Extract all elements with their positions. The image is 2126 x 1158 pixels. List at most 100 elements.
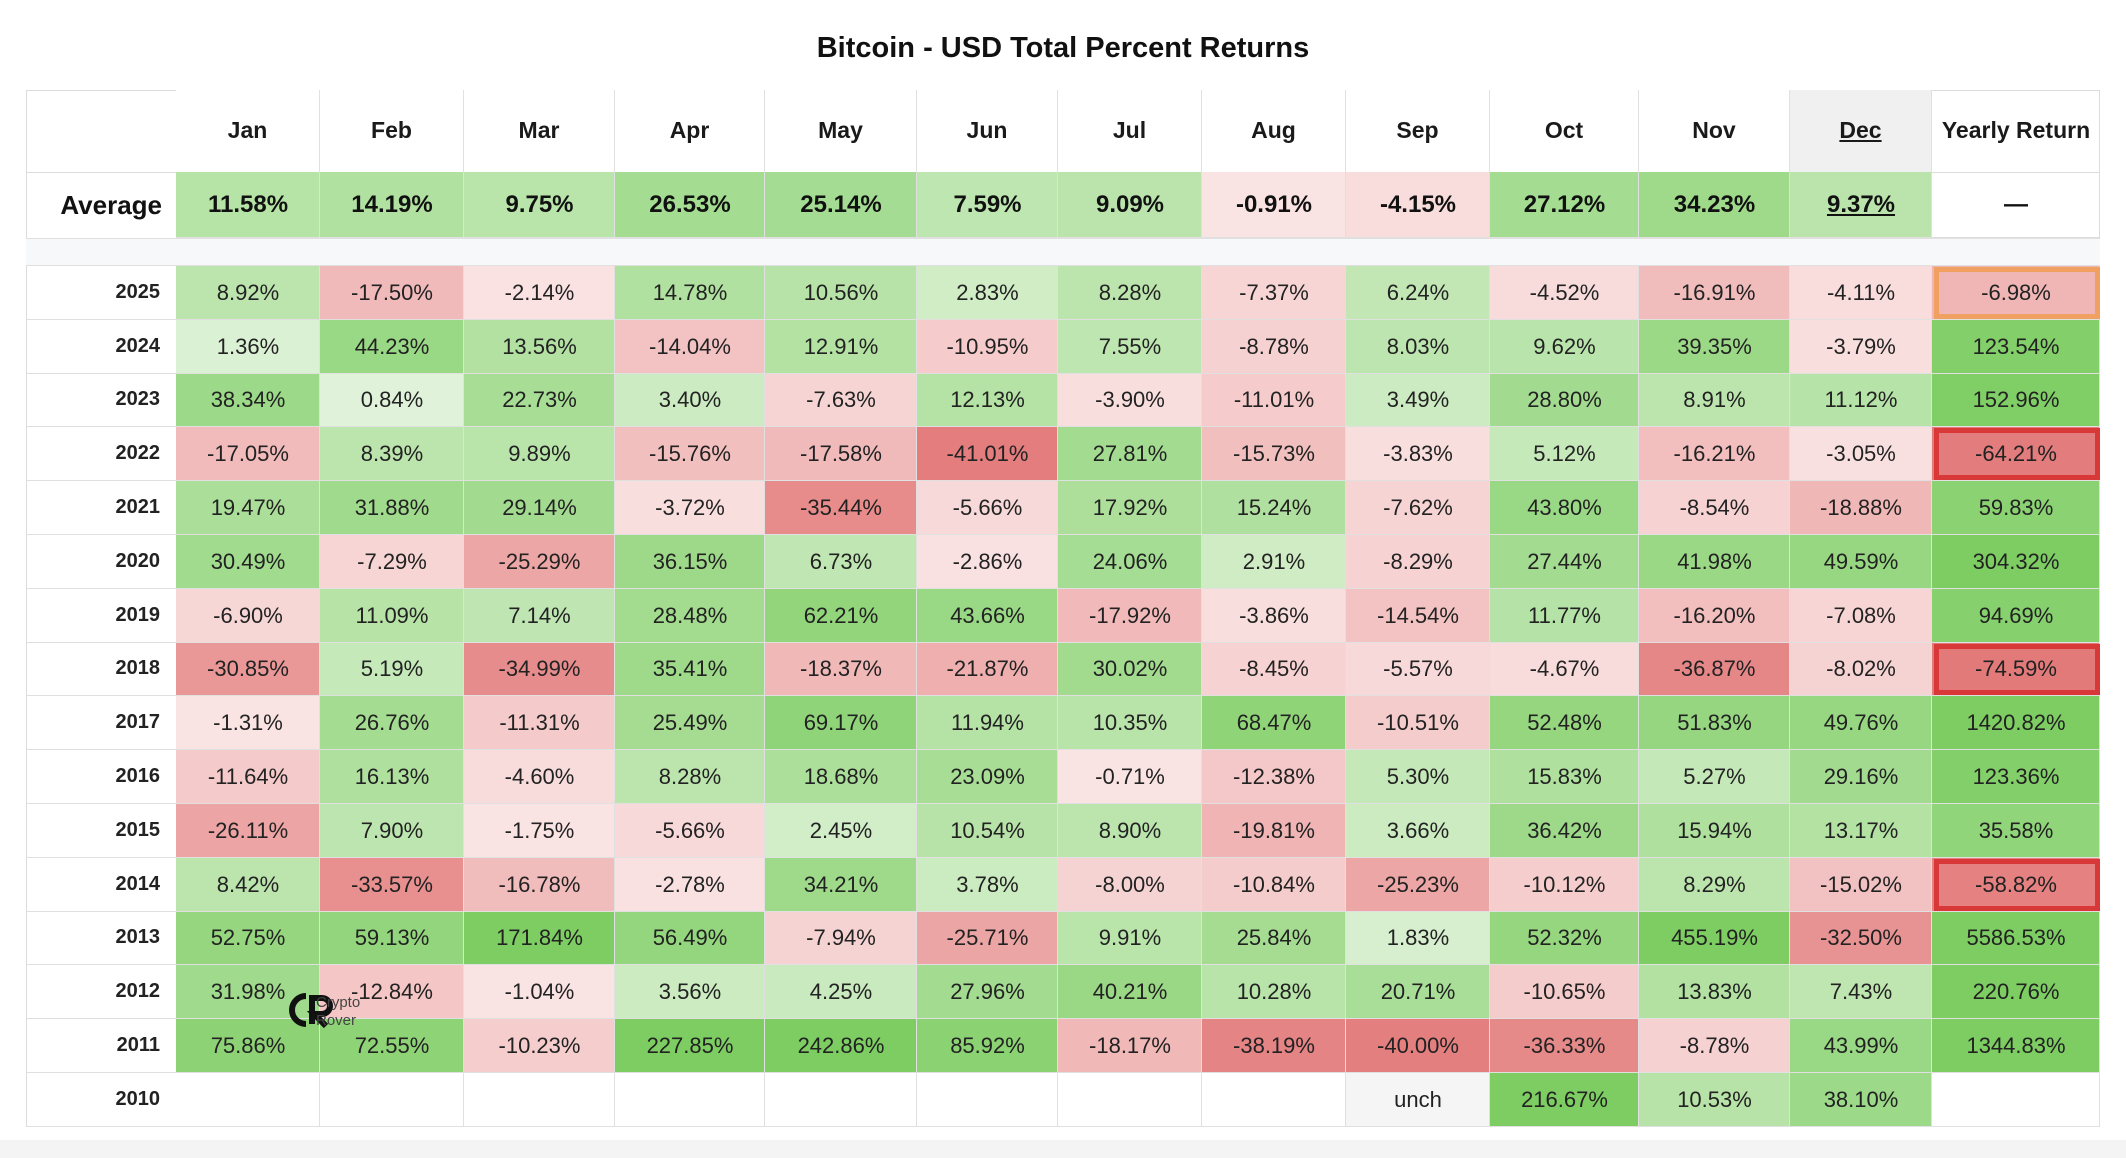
yearly-cell-2011 [1932,1019,2100,1073]
cell-value-2014-oct: -10.12% [1523,871,1606,897]
heatmap-cell-2019-apr [615,588,765,643]
heatmap-cell-2023-oct [1490,373,1639,428]
cell-value-2020-may: 6.73% [809,548,873,574]
cell-value-2023-aug: -11.01% [1233,387,1315,413]
heatmap-cell-2014-aug [1202,857,1346,912]
heatmap-cell-2012-jul [1058,965,1202,1020]
heatmap-cell-2014-may [765,857,917,912]
heatmap-cell-2015-nov [1639,804,1790,858]
yearly-value-2018: -74.59% [1975,656,2057,682]
average-value-jul: 9.09% [1095,191,1165,218]
heatmap-cell-2018-sep [1346,642,1490,697]
cell-value-2012-mar: -1.04% [504,979,575,1005]
heatmap-cell-2011-feb [320,1019,464,1073]
cell-value-2024-aug: -8.78% [1239,333,1309,359]
yearly-value-2015: 35.58% [1978,817,2054,843]
heatmap-cell-2017-apr [615,696,765,751]
heatmap-cell-2025-dec [1790,266,1932,320]
heatmap-cell-2018-jun [917,642,1058,697]
heatmap-cell-2010-dec [1790,1073,1932,1127]
heatmap-cell-2010-nov [1639,1073,1790,1127]
heatmap-cell-2024-apr [615,319,765,374]
cell-value-2011-sep: -40.00% [1377,1033,1459,1059]
heatmap-cell-2013-aug [1202,911,1346,966]
cell-value-2020-jan: 30.49% [210,548,286,574]
heatmap-cell-2017-jan [176,696,320,751]
cell-value-2011-jul: -18.17% [1089,1033,1171,1059]
column-header-jan: Jan [176,90,320,172]
average-value-feb: 14.19% [351,191,433,218]
cell-value-2013-may: -7.94% [806,925,876,951]
heatmap-cell-2024-aug [1202,319,1346,374]
heatmap-cell-2018-may [765,642,917,697]
cell-value-2011-jun: 85.92% [950,1033,1025,1059]
cell-value-2017-mar: -11.31% [499,710,580,736]
heatmap-cell-2013-mar [464,911,615,966]
cell-value-2019-feb: 11.09% [355,602,429,628]
cell-value-2018-sep: -5.57% [1383,656,1453,682]
heatmap-cell-2021-aug [1202,481,1346,535]
cell-value-2014-mar: -16.78% [498,871,581,897]
heatmap-cell-2012-sep [1346,965,1490,1020]
heatmap-cell-2021-sep [1346,481,1490,535]
heatmap-cell-2013-feb [320,911,464,966]
cell-value-2013-mar: 171.84% [496,925,583,951]
cell-value-2020-mar: -25.29% [498,548,581,574]
cell-value-2017-feb: 26.76% [354,710,430,736]
average-row-label: Average [26,172,176,238]
heatmap-cell-2023-jul [1058,373,1202,428]
heatmap-cell-2019-jul [1058,588,1202,643]
average-value-jun: 7.59% [953,191,1022,218]
cell-value-2010-nov: 10.53% [1677,1086,1752,1112]
cell-value-2014-aug: -10.84% [1233,871,1315,897]
heatmap-cell-2011-aug [1202,1019,1346,1073]
cell-value-2012-oct: -10.65% [1523,979,1606,1005]
average-value-oct: 27.12% [1523,191,1606,218]
heatmap-cell-2016-jul [1058,750,1202,804]
average-cell-bg [464,172,615,238]
yearly-value-2021: 59.83% [1978,495,2054,521]
heatmap-cell-2025-jun [917,266,1058,320]
yearly-value-2024: 123.54% [1972,333,2060,359]
heatmap-cell-2015-mar [464,804,615,858]
heatmap-cell-2015-dec [1790,804,1932,858]
column-header-may: May [765,90,917,172]
year-label-2011: 2011 [26,1019,176,1073]
year-label-2017: 2017 [26,696,176,751]
year-label-2021: 2021 [26,481,176,535]
bottom-bar [0,1140,2126,1158]
heatmap-cell-2011-dec [1790,1019,1932,1073]
cell-value-2024-oct: 9.62% [1533,333,1596,359]
cell-value-2025-apr: 14.78% [652,279,728,305]
column-header-feb: Feb [320,90,464,172]
cell-value-2019-mar: 7.14% [508,602,571,628]
cell-value-2018-aug: -8.45% [1239,656,1309,682]
cell-value-2017-nov: 51.83% [1677,710,1752,736]
heatmap-cell-2018-nov [1639,642,1790,697]
heatmap-cell-2012-mar [464,965,615,1020]
heatmap-cell-2022-mar [464,427,615,482]
cell-value-2013-feb: 59.13% [354,925,430,951]
year-label-2013: 2013 [26,912,176,966]
heatmap-cell-2010-may [765,1073,917,1127]
yearly-cell-2019 [1932,588,2100,643]
yearly-cell-2016 [1932,750,2100,804]
cell-value-2016-oct: 15.83% [1527,764,1602,790]
cell-value-2014-feb: -33.57% [351,871,433,897]
heatmap-cell-2017-mar [464,696,615,751]
heatmap-cell-2018-oct [1490,642,1639,697]
cell-value-2019-aug: -3.86% [1239,602,1309,628]
heatmap-cell-2016-dec [1790,750,1932,804]
heatmap-cell-2016-jun [917,750,1058,804]
heatmap-cell-2013-jul [1058,911,1202,966]
cell-value-2024-nov: 39.35% [1677,333,1752,359]
column-header-dec[interactable]: Dec [1790,90,1932,172]
heatmap-cell-2022-jun [917,427,1058,482]
cell-value-2023-may: -7.63% [806,387,876,413]
heatmap-cell-2013-nov [1639,911,1790,966]
heatmap-cell-2012-dec [1790,965,1932,1020]
average-value-dec: 9.37% [1826,191,1896,218]
year-label-2023: 2023 [26,374,176,428]
average-cell-bg [1202,172,1346,238]
